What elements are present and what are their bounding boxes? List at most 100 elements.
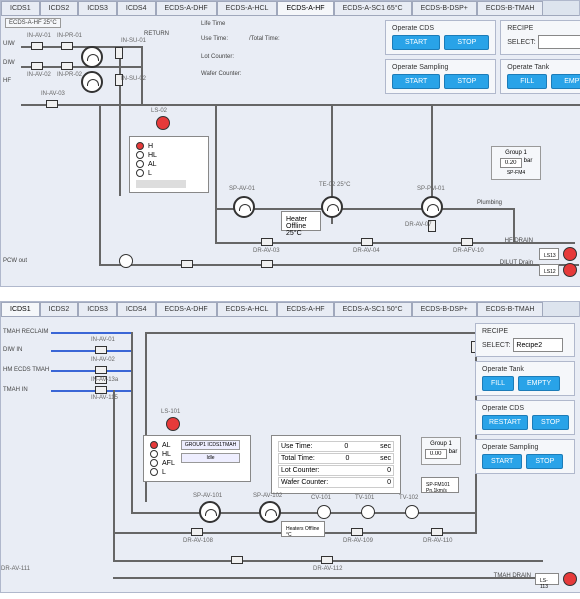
valve-label: SP-AV-102 [253, 493, 282, 499]
tab-ecds-b-dsp[interactable]: ECDS-B-DSP+ [412, 1, 477, 15]
tab-ecds-a-sc1[interactable]: ECDS-A-SC1 65°C [334, 1, 412, 15]
tab-icds2[interactable]: ICDS2 [40, 1, 79, 15]
cds-stop-button[interactable]: STOP [444, 35, 489, 50]
status-l-label: L [162, 469, 166, 476]
cds-stop-button-b[interactable]: STOP [532, 415, 569, 430]
ls-02-label: LS-02 [151, 108, 167, 114]
tab-icds3[interactable]: ICDS3 [78, 1, 117, 15]
tab-icds2-b[interactable]: ICDS2 [40, 302, 79, 316]
valve-label: IN-AV-02 [91, 357, 115, 363]
valve-label: DR-AV-109 [343, 538, 373, 544]
valve-label: IN-SU-02 [121, 76, 146, 82]
pipe [51, 350, 131, 352]
tab-ecds-a-dhf-b[interactable]: ECDS-A-DHF [156, 302, 217, 316]
pump-2[interactable] [81, 71, 103, 93]
tank-empty-button-b[interactable]: EMPTY [518, 376, 560, 391]
tab-ecds-b-tmah[interactable]: ECDS-B-TMAH [477, 1, 544, 15]
status-al-label: AL [162, 442, 171, 449]
wafercounter-label: Wafer Counter: [201, 71, 241, 77]
status-lamp-h [136, 142, 144, 150]
use-time-unit: sec [380, 443, 391, 450]
mimic-bottom: TMAH RECLAIM DIW IN HM ECDS TMAH TMAH IN… [1, 317, 580, 592]
tab-icds1-b[interactable]: ICDS1 [1, 302, 40, 316]
wafer-counter-value: 0 [387, 479, 391, 486]
valve-dr-av-112[interactable] [321, 556, 333, 564]
sampling-start-button[interactable]: START [392, 74, 440, 89]
valve-dr-av-111[interactable] [231, 556, 243, 564]
tank-empty-button[interactable]: EMPTY [551, 74, 580, 89]
tab-icds1[interactable]: ICDS1 [1, 1, 40, 15]
valve-in-av-01[interactable] [31, 42, 43, 50]
valve-in-av-03[interactable] [46, 100, 58, 108]
tab-ecds-a-dhf[interactable]: ECDS-A-DHF [156, 1, 217, 15]
pump-sp-av-101[interactable] [199, 501, 221, 523]
tab-icds4[interactable]: ICDS4 [117, 1, 156, 15]
valve-dr-av-110[interactable] [431, 528, 443, 536]
tank-fill-button-b[interactable]: FILL [482, 376, 514, 391]
group-icds1tmah: GROUP1 ICDS1TMAH [181, 440, 240, 450]
operate-cds-group: Operate CDS START STOP [385, 20, 496, 55]
tab-ecds-a-hcl[interactable]: ECDS-A-HCL [217, 1, 278, 15]
valve-dr-av-04[interactable] [361, 238, 373, 246]
pipe [145, 332, 475, 334]
group1-title: Group 1 [495, 150, 537, 156]
ls-101-label: LS-101 [161, 409, 180, 415]
group1-title-b: Group 1 [425, 441, 457, 447]
tab-ecds-b-tmah-b[interactable]: ECDS-B-TMAH [477, 302, 544, 316]
valve-dr-afv-10[interactable] [461, 238, 473, 246]
valve-in-av-115[interactable] [95, 386, 107, 394]
pipe [51, 370, 131, 372]
operate-sampling-group-b: Operate Sampling START STOP [475, 439, 575, 474]
pipe [51, 332, 131, 334]
valve-dr-av-109[interactable] [351, 528, 363, 536]
valve-in-av-01-b[interactable] [95, 346, 107, 354]
valve-dr-av-108[interactable] [191, 528, 203, 536]
pump-1[interactable] [81, 46, 103, 68]
use-time-label: Use Time: [281, 443, 313, 450]
recipe-select-label-b: SELECT: [482, 342, 510, 349]
tab-ecds-b-dsp-b[interactable]: ECDS-B-DSP+ [412, 302, 477, 316]
subtitle: ECDS-A-HF 25°C [5, 18, 61, 28]
recipe-input-b[interactable] [513, 338, 563, 352]
tabs-bottom: ICDS1 ICDS2 ICDS3 ICDS4 ECDS-A-DHF ECDS-… [1, 302, 579, 317]
pump-sp-av-102[interactable] [259, 501, 281, 523]
alarm-lamp-ls13 [563, 247, 577, 261]
valve-in-su-01[interactable] [115, 47, 123, 59]
pipe [21, 104, 580, 106]
group1-value[interactable] [500, 158, 522, 168]
cds-start-button[interactable]: START [392, 35, 440, 50]
valve-in-pr-02[interactable] [61, 62, 73, 70]
operate-tank-title-b: Operate Tank [482, 366, 568, 373]
sampling-stop-button-b[interactable]: STOP [526, 454, 563, 469]
valve-dr-su[interactable] [181, 260, 193, 268]
tab-ecds-a-sc1-b[interactable]: ECDS-A-SC1 50°C [334, 302, 412, 316]
status-lamp-hl [150, 450, 158, 458]
valve-dr-av-03[interactable] [261, 238, 273, 246]
pump-sp-pm-01[interactable] [421, 196, 443, 218]
valve-in-av-02[interactable] [31, 62, 43, 70]
sampling-stop-button[interactable]: STOP [444, 74, 489, 89]
group1-value-b[interactable] [425, 449, 447, 459]
cds-restart-button-b[interactable]: RESTART [482, 415, 528, 430]
valve-in-av-02-b[interactable] [95, 366, 107, 374]
diw-label: DIW [3, 60, 15, 66]
tmah-in-label: TMAH IN [3, 387, 28, 393]
recipe-input[interactable] [538, 35, 580, 49]
valve-in-pr-01[interactable] [61, 42, 73, 50]
operate-sampling-title: Operate Sampling [392, 64, 489, 71]
pump-sp-av-01[interactable] [233, 196, 255, 218]
tab-ecds-a-hf-b[interactable]: ECDS-A-HF [277, 302, 333, 316]
pump-te-02[interactable] [321, 196, 343, 218]
mimic-top: ECDS-A-HF 25°C Life Time Use Time: /Tota… [1, 16, 580, 286]
sampling-start-button-b[interactable]: START [482, 454, 522, 469]
tab-ecds-a-hf[interactable]: ECDS-A-HF [277, 1, 333, 15]
counters-box: Use Time:0sec Total Time:0sec Lot Counte… [271, 435, 401, 494]
tab-ecds-a-hcl-b[interactable]: ECDS-A-HCL [217, 302, 278, 316]
tank-fill-button[interactable]: FILL [507, 74, 547, 89]
alarm-ls113: LS-113 [535, 573, 559, 585]
total-time-unit: sec [380, 455, 391, 462]
tab-icds4-b[interactable]: ICDS4 [117, 302, 156, 316]
tab-icds3-b[interactable]: ICDS3 [78, 302, 117, 316]
valve-label: DR-AV-112 [313, 566, 342, 572]
valve-dr-av-05[interactable] [261, 260, 273, 268]
